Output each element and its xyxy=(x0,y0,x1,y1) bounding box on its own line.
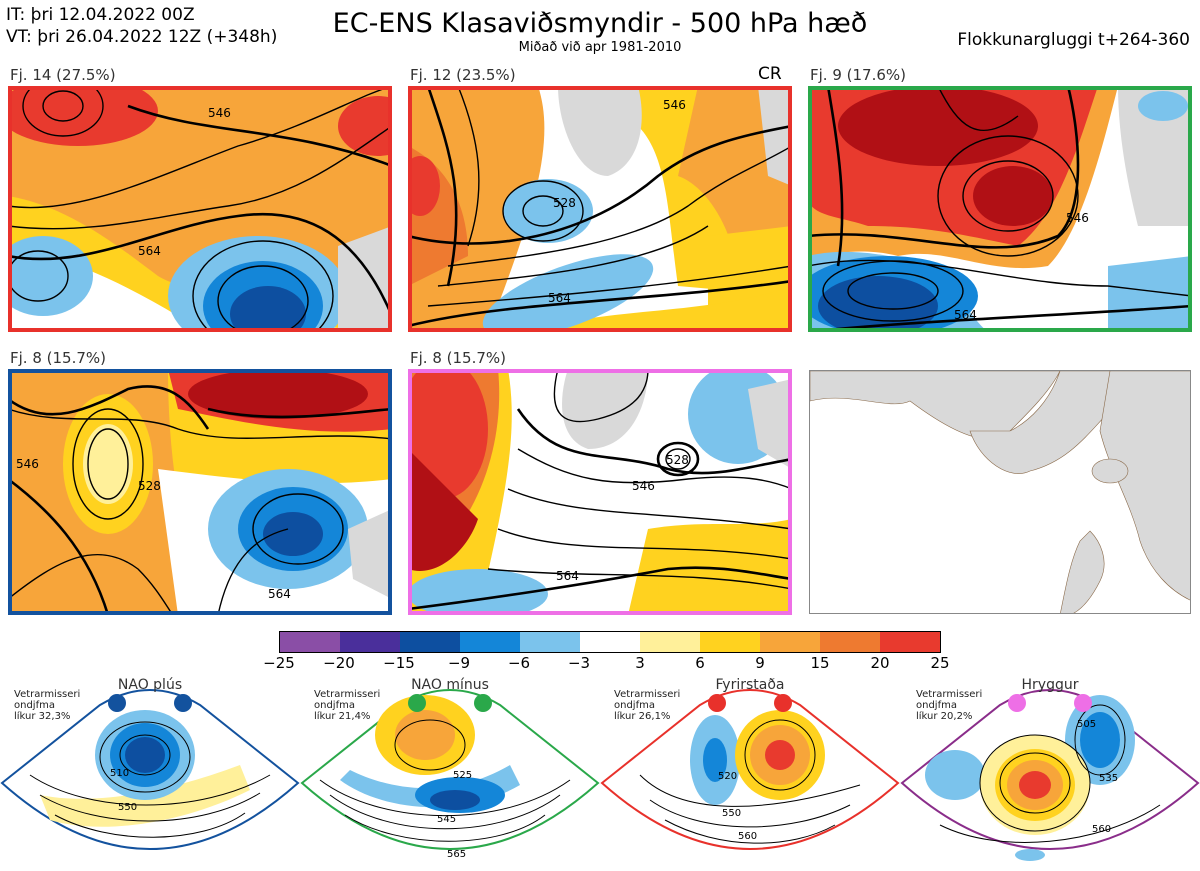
valid-time: VT: þri 26.04.2022 12Z (+348h) xyxy=(6,27,278,47)
cluster-1-contour-label: 564 xyxy=(138,244,161,258)
cluster-4-field xyxy=(8,369,392,615)
regime-contour-label: 520 xyxy=(718,771,738,782)
regime-contour-label: 510 xyxy=(110,768,130,779)
cluster-5-contour-label: 564 xyxy=(556,569,579,583)
cluster-5-field xyxy=(408,369,792,615)
cluster-2-field xyxy=(408,86,792,332)
init-time: IT: þri 12.04.2022 00Z xyxy=(6,5,195,25)
cluster-2-contour-label: 546 xyxy=(663,98,686,112)
colorbar-swatch xyxy=(640,632,700,652)
cluster-2-contour-label: 528 xyxy=(553,196,576,210)
cluster-4-map: 546 528 564 xyxy=(8,369,392,615)
colorbar-swatch xyxy=(820,632,880,652)
regime-note: Vetrarmisseri ondjfma líkur 21,4% xyxy=(314,689,381,722)
colorbar xyxy=(279,631,941,653)
regime-fan-nao-minus xyxy=(300,689,600,850)
regime-contour-label: 505 xyxy=(1077,719,1097,730)
cluster-4-label: Fj. 8 (15.7%) xyxy=(10,349,106,367)
page-subtitle: Miðað við apr 1981-2010 xyxy=(518,40,682,55)
colorbar-tick: −9 xyxy=(447,654,471,672)
classification-window: Flokkunargluggi t+264-360 xyxy=(957,30,1190,50)
colorbar-tick: −25 xyxy=(263,654,295,672)
colorbar-swatch xyxy=(880,632,940,652)
regime-contour-label: 545 xyxy=(437,814,457,825)
cluster-5-map: 528 546 564 xyxy=(408,369,792,615)
colorbar-tick: −20 xyxy=(323,654,355,672)
cluster-4-contour-label: 564 xyxy=(268,587,291,601)
colorbar-swatch xyxy=(400,632,460,652)
regime-contour-label: 560 xyxy=(738,831,758,842)
regime-fans xyxy=(0,689,1200,861)
regime-note: Vetrarmisseri ondjfma líkur 26,1% xyxy=(614,689,681,722)
regime-name: Hryggur xyxy=(1021,677,1079,693)
cluster-4-contour-label: 528 xyxy=(138,479,161,493)
cluster-3-field xyxy=(808,86,1192,332)
colorbar-tick: −3 xyxy=(567,654,591,672)
cluster-2-label: Fj. 12 (23.5%) xyxy=(410,66,516,84)
colorbar-swatch xyxy=(760,632,820,652)
regime-name: NAO plús xyxy=(117,677,183,693)
cluster-1-contour-label: 546 xyxy=(208,106,231,120)
cluster-2-map: 546 528 564 xyxy=(408,86,792,332)
regime-fan-nao-plus xyxy=(0,689,300,850)
colorbar-swatch xyxy=(580,632,640,652)
colorbar-swatch xyxy=(340,632,400,652)
regime-name: Fyrirstaða xyxy=(715,677,785,693)
cluster-5-label: Fj. 8 (15.7%) xyxy=(410,349,506,367)
colorbar-swatch xyxy=(280,632,340,652)
cluster-2-contour-label: 564 xyxy=(548,291,571,305)
regime-contour-label: 550 xyxy=(118,802,138,813)
cluster-1-field xyxy=(8,86,392,332)
reference-land xyxy=(810,371,1190,613)
colorbar-tick: −6 xyxy=(507,654,531,672)
cluster-3-contour-label: 564 xyxy=(954,308,977,322)
cluster-3-frame xyxy=(808,86,1192,332)
colorbar-tick: −15 xyxy=(383,654,415,672)
regime-name: NAO mínus xyxy=(411,677,489,693)
colorbar-tick: 9 xyxy=(755,654,765,672)
colorbar-tick: 6 xyxy=(695,654,705,672)
cluster-5-frame xyxy=(408,369,792,615)
cluster-3-label: Fj. 9 (17.6%) xyxy=(810,66,906,84)
regime-contour-label: 565 xyxy=(447,849,467,860)
cluster-4-frame xyxy=(8,369,392,615)
regime-note: Vetrarmisseri ondjfma líkur 20,2% xyxy=(916,689,983,722)
regime-contour-label: 535 xyxy=(1099,773,1119,784)
colorbar-tick: 25 xyxy=(930,654,950,672)
colorbar-swatch xyxy=(700,632,760,652)
regime-contour-label: 525 xyxy=(453,770,473,781)
colorbar-tick: 15 xyxy=(810,654,830,672)
colorbar-tick: 20 xyxy=(870,654,890,672)
cluster-5-contour-label: 528 xyxy=(666,453,689,467)
colorbar-tick: 3 xyxy=(635,654,645,672)
cluster-1-label: Fj. 14 (27.5%) xyxy=(10,66,116,84)
cluster-1-frame xyxy=(8,86,392,332)
colorbar-swatch xyxy=(520,632,580,652)
regime-note: Vetrarmisseri ondjfma líkur 32,3% xyxy=(14,689,81,722)
regime-fan-ridge xyxy=(900,689,1200,861)
cluster-2-tag: CR xyxy=(758,64,782,84)
cluster-5-contour-label: 546 xyxy=(632,479,655,493)
regime-contour-label: 560 xyxy=(1092,824,1112,835)
header-times: IT: þri 12.04.2022 00Z VT: þri 26.04.202… xyxy=(6,4,277,48)
cluster-4-contour-label: 546 xyxy=(16,457,39,471)
cluster-1-map: 564 546 xyxy=(8,86,392,332)
page-title: EC-ENS Klasaviðsmyndir - 500 hPa hæð xyxy=(332,8,868,39)
regime-fan-blocking xyxy=(600,689,900,850)
colorbar-swatch xyxy=(460,632,520,652)
cluster-2-frame xyxy=(408,86,792,332)
cluster-3-map: 546 564 xyxy=(808,86,1192,332)
regime-contour-label: 550 xyxy=(722,808,742,819)
cluster-3-contour-label: 546 xyxy=(1066,211,1089,225)
reference-map xyxy=(809,370,1191,614)
